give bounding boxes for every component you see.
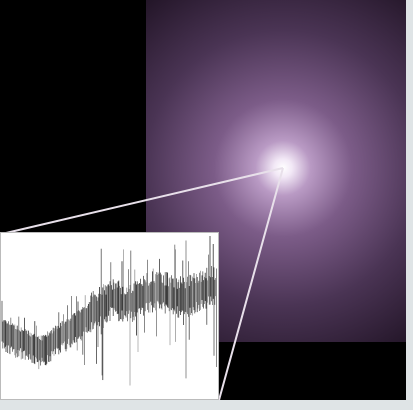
frame-bottom (0, 400, 413, 410)
frame-right (406, 0, 413, 410)
inset-panel (0, 232, 219, 400)
zoom-line (5, 167, 284, 234)
inset-border (0, 232, 219, 400)
zoom-line (218, 167, 284, 401)
inset-trace (1, 236, 217, 386)
